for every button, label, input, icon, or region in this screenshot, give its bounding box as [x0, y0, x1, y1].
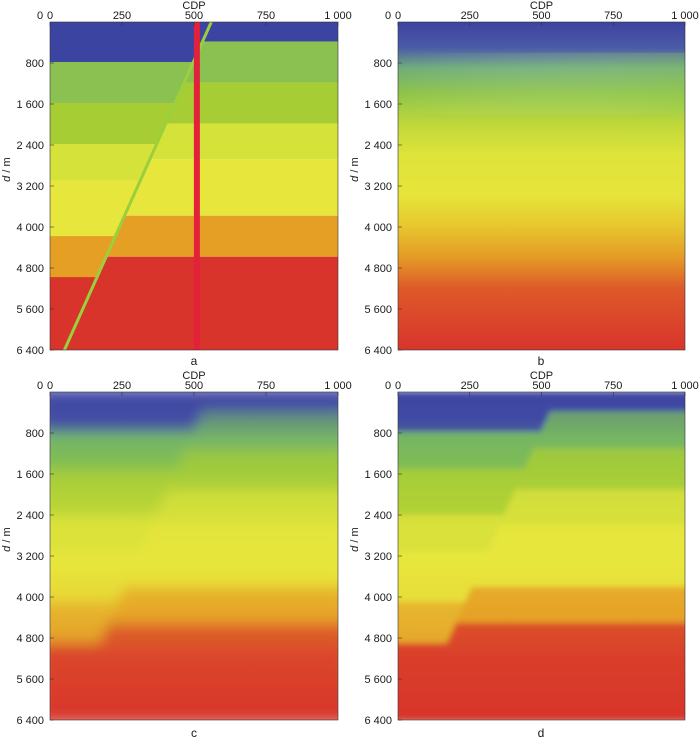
- x-tick-label: 750: [257, 10, 275, 22]
- y-tick-label: 3 200: [16, 551, 44, 563]
- x-tick-label: 750: [604, 10, 622, 22]
- y-tick-label: 4 800: [364, 263, 392, 275]
- y-tick-label: 5 600: [364, 674, 392, 686]
- heatmap-c: [50, 392, 338, 720]
- smooth-overlay: [398, 392, 685, 720]
- y-tick-label: 4 800: [16, 633, 44, 645]
- panel-label: b: [538, 354, 545, 368]
- y-tick-label: 2 400: [364, 140, 392, 152]
- well-line: [193, 22, 200, 350]
- y-tick-label: 1 600: [16, 469, 44, 481]
- y-tick-label: 1 600: [16, 99, 44, 111]
- y-tick-label: 3 200: [364, 181, 392, 193]
- heatmap-a: [50, 22, 338, 350]
- x-tick-label: 250: [461, 380, 479, 392]
- x-tick-label: 500: [532, 380, 550, 392]
- fault-line: [63, 22, 213, 350]
- y-tick-label: 1 600: [364, 99, 392, 111]
- y-tick-label: 800: [374, 428, 392, 440]
- y-tick-label: 6 400: [16, 345, 44, 357]
- smooth-overlay: [50, 392, 338, 720]
- panel-a: 0 250 500 750 1 000 CDP 800 1 600 2 400 3 200 4 00…: [1, 0, 352, 368]
- y-tick-label: 4 800: [16, 263, 44, 275]
- y-tick-label: 2 400: [364, 510, 392, 522]
- panel-c: 0 250 500 750 1 000 CDP 800 1 600 2 400 3 200 4 00…: [1, 370, 352, 740]
- x-tick-label: 0: [395, 380, 401, 392]
- y-tick-label: 5 600: [364, 304, 392, 316]
- y-axis-title: d / m: [349, 157, 361, 181]
- x-tick-label: 250: [113, 10, 131, 22]
- x-axis-title: CDP: [530, 370, 553, 382]
- layer-left-2: [50, 102, 176, 144]
- y-tick-label: 5 600: [16, 674, 44, 686]
- y-tick-label: 6 400: [364, 715, 392, 727]
- layer-left-3: [50, 143, 157, 180]
- x-tick-label: 0: [47, 380, 53, 392]
- panel-label: d: [538, 726, 545, 740]
- y-tick-label: 4 800: [364, 633, 392, 645]
- y-tick-label: 6 400: [16, 715, 44, 727]
- origin-label: 0: [37, 10, 43, 22]
- y-tick-label: 800: [26, 58, 44, 70]
- x-tick-label: 0: [47, 10, 53, 22]
- heatmap-b: [398, 22, 685, 350]
- x-tick-label: 250: [113, 380, 131, 392]
- y-axis-title: d / m: [1, 527, 13, 551]
- x-tick-label: 750: [604, 380, 622, 392]
- panel-label: a: [191, 354, 198, 368]
- x-tick-label: 0: [395, 10, 401, 22]
- y-tick-label: 4 000: [364, 592, 392, 604]
- x-axis-title: CDP: [182, 0, 205, 12]
- y-tick-label: 2 400: [16, 140, 44, 152]
- panel-d: 0 250 500 750 1 000 CDP 800 1 600 2 400 3 200 4 00…: [349, 370, 699, 740]
- x-tick-label: 1 000: [671, 380, 699, 392]
- y-tick-label: 4 000: [16, 592, 44, 604]
- panel-label: c: [191, 726, 197, 740]
- x-tick-label: 1 000: [671, 10, 699, 22]
- y-tick-label: 800: [26, 428, 44, 440]
- origin-label: 0: [37, 380, 43, 392]
- x-tick-label: 1 000: [324, 10, 352, 22]
- layer-left-6: [50, 277, 97, 350]
- y-tick-label: 5 600: [16, 304, 44, 316]
- y-tick-label: 6 400: [364, 345, 392, 357]
- x-tick-label: 1 000: [324, 380, 352, 392]
- origin-label: 0: [385, 10, 391, 22]
- x-tick-label: 750: [257, 380, 275, 392]
- x-tick-label: 500: [185, 10, 203, 22]
- layer-left-1: [50, 61, 194, 103]
- x-tick-label: 500: [185, 380, 203, 392]
- panel-b: 0 250 500 750 1 000 CDP 800 1 600 2 400 3 200 4 00…: [349, 0, 699, 368]
- heatmap-d: [398, 392, 685, 720]
- y-tick-label: 4 000: [16, 222, 44, 234]
- y-tick-label: 800: [374, 58, 392, 70]
- x-axis-title: CDP: [530, 0, 553, 12]
- x-tick-label: 250: [461, 10, 479, 22]
- y-tick-label: 4 000: [364, 222, 392, 234]
- x-axis-title: CDP: [182, 370, 205, 382]
- y-tick-label: 3 200: [16, 181, 44, 193]
- x-tick-label: 500: [532, 10, 550, 22]
- layer-left-0: [50, 22, 212, 62]
- y-axis-title: d / m: [1, 157, 13, 181]
- y-tick-label: 1 600: [364, 469, 392, 481]
- origin-label: 0: [385, 380, 391, 392]
- layer-left-4: [50, 179, 141, 237]
- layer-left-5: [50, 236, 116, 278]
- y-tick-label: 3 200: [364, 551, 392, 563]
- y-tick-label: 2 400: [16, 510, 44, 522]
- y-axis-title: d / m: [349, 527, 361, 551]
